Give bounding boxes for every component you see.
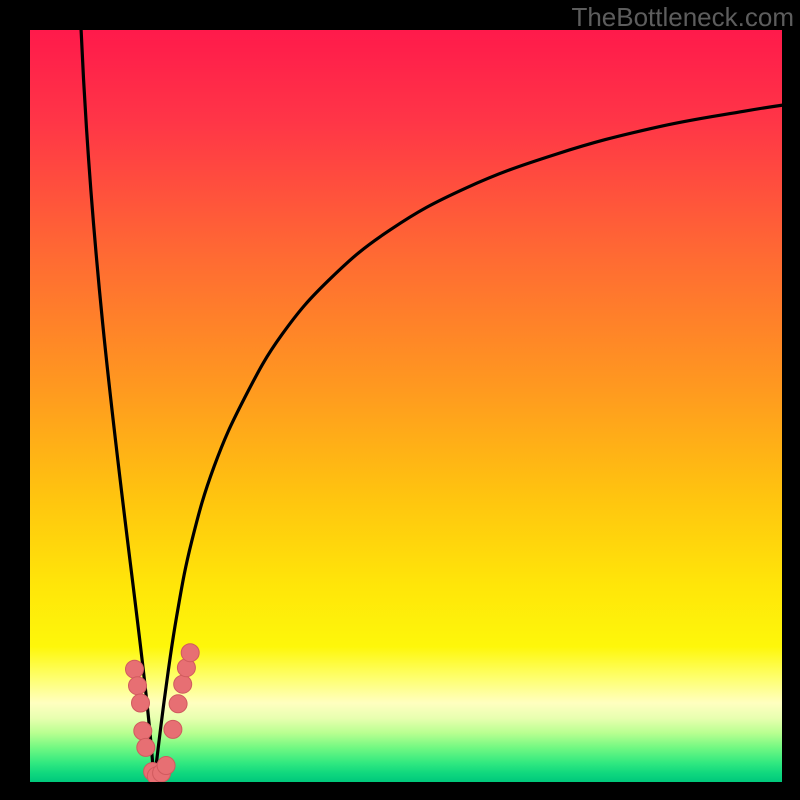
watermark-text: TheBottleneck.com xyxy=(571,2,794,33)
data-marker xyxy=(169,695,187,713)
data-marker xyxy=(129,677,147,695)
border-bottom xyxy=(0,782,800,800)
data-marker xyxy=(174,675,192,693)
data-marker xyxy=(132,694,150,712)
plot-area xyxy=(30,30,782,782)
data-marker xyxy=(137,738,155,756)
data-marker xyxy=(134,722,152,740)
chart-stage: TheBottleneck.com xyxy=(0,0,800,800)
data-marker xyxy=(126,660,144,678)
data-marker xyxy=(164,720,182,738)
plot-svg xyxy=(30,30,782,782)
border-left xyxy=(0,0,30,800)
data-marker xyxy=(181,644,199,662)
border-right xyxy=(782,0,800,800)
data-marker xyxy=(157,757,175,775)
